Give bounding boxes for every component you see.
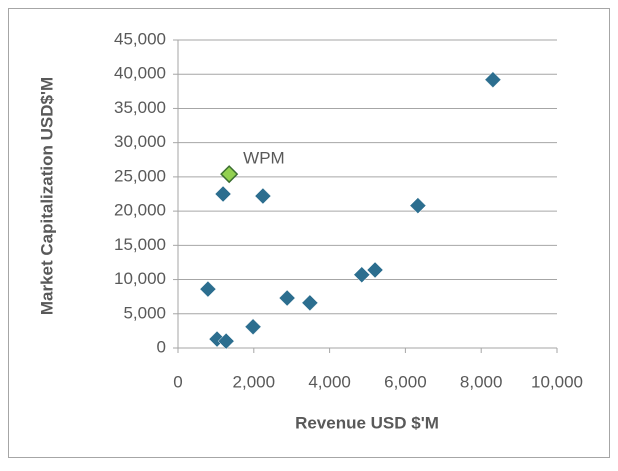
x-tick-label: 4,000 bbox=[308, 372, 351, 391]
point bbox=[254, 187, 272, 205]
y-tick-label: 40,000 bbox=[114, 64, 166, 83]
point bbox=[199, 280, 217, 298]
y-tick-label: 25,000 bbox=[114, 166, 166, 185]
y-tick-label: 30,000 bbox=[114, 132, 166, 151]
point bbox=[217, 332, 235, 350]
y-tick-label: 5,000 bbox=[123, 303, 166, 322]
point bbox=[278, 289, 296, 307]
point bbox=[301, 294, 319, 312]
y-tick-label: 20,000 bbox=[114, 201, 166, 220]
x-tick-label: 0 bbox=[173, 372, 182, 391]
y-tick-label: 45,000 bbox=[114, 29, 166, 48]
y-tick-label: 15,000 bbox=[114, 235, 166, 254]
point bbox=[214, 185, 232, 203]
point bbox=[220, 165, 239, 184]
x-tick-label: 6,000 bbox=[384, 372, 427, 391]
point-label: WPM bbox=[243, 149, 285, 168]
x-tick-label: 10,000 bbox=[531, 372, 583, 391]
point bbox=[244, 318, 262, 336]
chart-border bbox=[8, 8, 610, 458]
y-axis-title: Market Capitalization USD$'M bbox=[37, 77, 56, 315]
y-tick-label: 0 bbox=[157, 337, 166, 356]
x-axis-title: Revenue USD $'M bbox=[295, 413, 439, 432]
point bbox=[353, 266, 371, 284]
x-tick-label: 8,000 bbox=[460, 372, 503, 391]
point bbox=[484, 71, 502, 89]
point bbox=[409, 197, 427, 214]
point bbox=[366, 261, 384, 279]
x-tick-label: 2,000 bbox=[233, 372, 276, 391]
y-tick-label: 10,000 bbox=[114, 269, 166, 288]
y-tick-label: 35,000 bbox=[114, 98, 166, 117]
